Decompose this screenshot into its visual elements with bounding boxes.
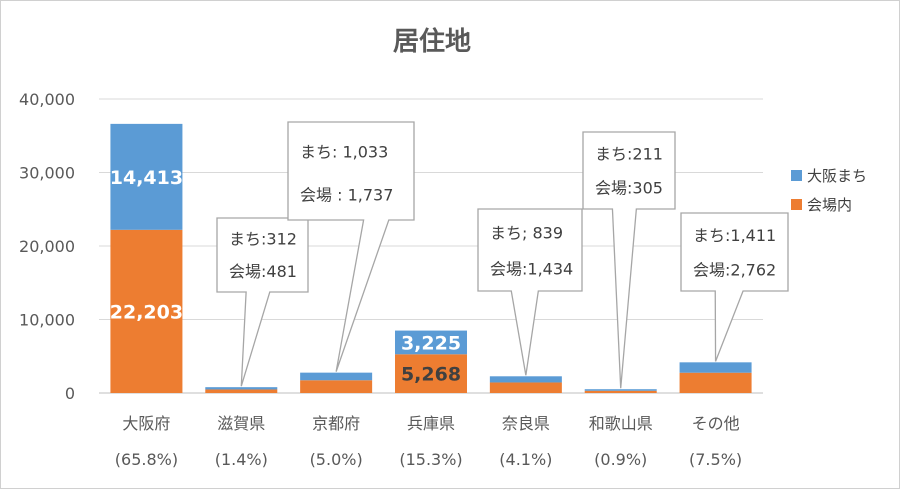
chart-title: 居住地: [393, 26, 471, 57]
x-tick-label: 大阪府: [122, 414, 170, 433]
bar-segment: [110, 229, 183, 393]
x-tick-percentage: (1.4%): [215, 450, 268, 469]
data-label: 5,268: [401, 364, 461, 386]
bar-segment: [679, 362, 752, 373]
x-tick-percentage: (5.0%): [310, 450, 363, 469]
bar-segment: [300, 372, 373, 381]
callout-box: [216, 217, 309, 387]
data-label: 22,203: [110, 301, 183, 323]
callout-text: 会場 : 1,737: [300, 185, 393, 204]
callout-text: 会場:481: [229, 262, 297, 281]
callout-text: まち; 839: [490, 224, 563, 243]
x-tick-percentage: (0.9%): [594, 450, 647, 469]
x-tick-label: その他: [692, 414, 740, 433]
callout-text: 会場:2,762: [693, 260, 776, 279]
legend-swatch: [791, 199, 802, 210]
callout-box: [477, 208, 583, 376]
callout-text: まち: 1,033: [300, 142, 388, 161]
x-tick-percentage: (7.5%): [689, 450, 742, 469]
callout-box: [582, 131, 676, 389]
bar-segment: [489, 376, 562, 383]
bar-segment: [110, 123, 183, 230]
callout-text: まち:211: [595, 145, 663, 164]
callout-text: まち:312: [229, 230, 297, 249]
x-tick-percentage: (15.3%): [399, 450, 462, 469]
y-tick-label: 0: [65, 384, 75, 403]
bar-segment: [395, 330, 467, 355]
x-tick-label: 京都府: [312, 414, 360, 433]
bar-segment: [489, 382, 562, 393]
data-label: 3,225: [401, 332, 461, 354]
bar-segment: [300, 380, 373, 393]
callout-text: まち:1,411: [693, 226, 776, 245]
callout-text: 会場:1,434: [490, 260, 573, 279]
bar-segment: [584, 389, 657, 391]
callout-text: 会場:305: [595, 179, 663, 198]
bar-segment: [205, 389, 278, 393]
legend-label: 大阪まち: [807, 167, 867, 185]
callout-box: [287, 121, 415, 372]
x-tick-label: 兵庫県: [407, 414, 455, 433]
legend-swatch: [791, 170, 802, 181]
bar-segment: [395, 354, 467, 393]
bar-segment: [584, 390, 657, 393]
legend-label: 会場内: [807, 196, 852, 214]
y-tick-label: 30,000: [19, 164, 75, 183]
x-tick-label: 滋賀県: [217, 414, 265, 433]
y-tick-label: 20,000: [19, 237, 75, 256]
x-tick-label: 奈良県: [502, 414, 550, 433]
bar-segment: [205, 387, 278, 390]
data-label: 14,413: [110, 167, 183, 189]
callout-box: [680, 212, 789, 362]
x-tick-percentage: (65.8%): [115, 450, 178, 469]
y-tick-label: 40,000: [19, 90, 75, 109]
bar-segment: [679, 372, 752, 393]
x-tick-percentage: (4.1%): [499, 450, 552, 469]
x-tick-label: 和歌山県: [589, 414, 653, 433]
y-tick-label: 10,000: [19, 311, 75, 330]
